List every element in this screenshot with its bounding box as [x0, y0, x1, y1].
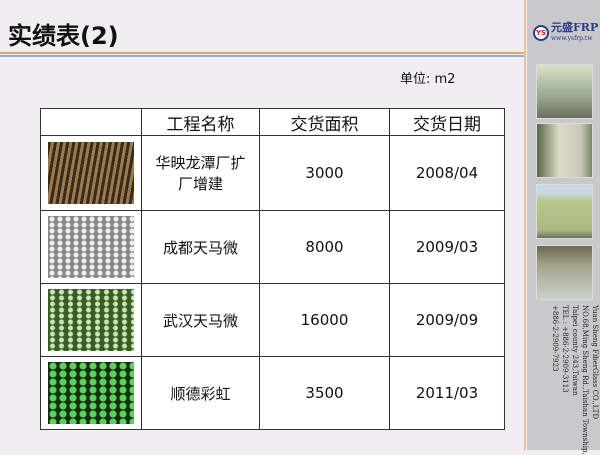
project-area: 3000: [259, 135, 390, 211]
table-header: 工程名称 交货面积 交货日期: [40, 108, 505, 136]
project-table: 工程名称 交货面积 交货日期 华映龙潭厂扩厂增建 3000 2008/04 成都…: [40, 108, 505, 430]
table-row: 顺德彩虹 3500 2011/03: [40, 356, 505, 430]
logo-url: www.ysfrp.tw: [551, 35, 593, 42]
header-area: 交货面积: [259, 108, 390, 136]
side-photo-floor: [536, 245, 593, 300]
project-date: 2009/09: [389, 283, 505, 357]
address-line: NO.68,Ming Sheng Rd.,Taishan Township,: [581, 305, 589, 455]
address-line: Taipei county 243,Taiwan: [571, 305, 579, 396]
slide-title: 实绩表(2): [8, 22, 119, 50]
table-row: 武汉天马微 16000 2009/09: [40, 283, 505, 357]
company-address: Yuan Sheng FiberGlass CO.,LTD NO.68,Ming…: [550, 305, 600, 455]
header-project-name: 工程名称: [141, 108, 260, 136]
title-underline-blue: [0, 55, 525, 57]
project-area: 8000: [259, 210, 390, 284]
table-row: 华映龙潭厂扩厂增建 3000 2008/04: [40, 135, 505, 211]
header-date: 交货日期: [389, 108, 505, 136]
project-name: 武汉天马微: [141, 283, 260, 357]
unit-label: 单位: m2: [400, 72, 456, 87]
company-logo: YS 元盛FRP www.ysfrp.tw: [533, 22, 598, 44]
address-line: +886-2-2909-7923: [551, 305, 559, 372]
project-name: 成都天马微: [141, 210, 260, 284]
project-area: 16000: [259, 283, 390, 357]
side-divider: [524, 0, 526, 450]
project-date: 2009/03: [389, 210, 505, 284]
title-underline-orange: [0, 52, 525, 54]
side-photo-silos: [536, 184, 593, 239]
address-line: Yuan Sheng FiberGlass CO.,LTD: [591, 305, 599, 420]
project-photo: [48, 142, 134, 204]
project-photo: [48, 216, 134, 278]
project-name: 华映龙潭厂扩厂增建: [141, 135, 260, 211]
project-photo: [48, 362, 134, 424]
side-photo-tank: [536, 123, 593, 178]
header-image: [40, 108, 142, 136]
side-photo-structure: [536, 64, 593, 119]
logo-badge-icon: YS: [533, 25, 549, 41]
project-area: 3500: [259, 356, 390, 430]
project-date: 2008/04: [389, 135, 505, 211]
logo-name: 元盛FRP: [551, 21, 599, 34]
address-line: TEL : +886-2-2909-3113: [561, 305, 569, 393]
project-name: 顺德彩虹: [141, 356, 260, 430]
project-date: 2011/03: [389, 356, 505, 430]
table-row: 成都天马微 8000 2009/03: [40, 210, 505, 284]
project-photo: [48, 289, 134, 351]
